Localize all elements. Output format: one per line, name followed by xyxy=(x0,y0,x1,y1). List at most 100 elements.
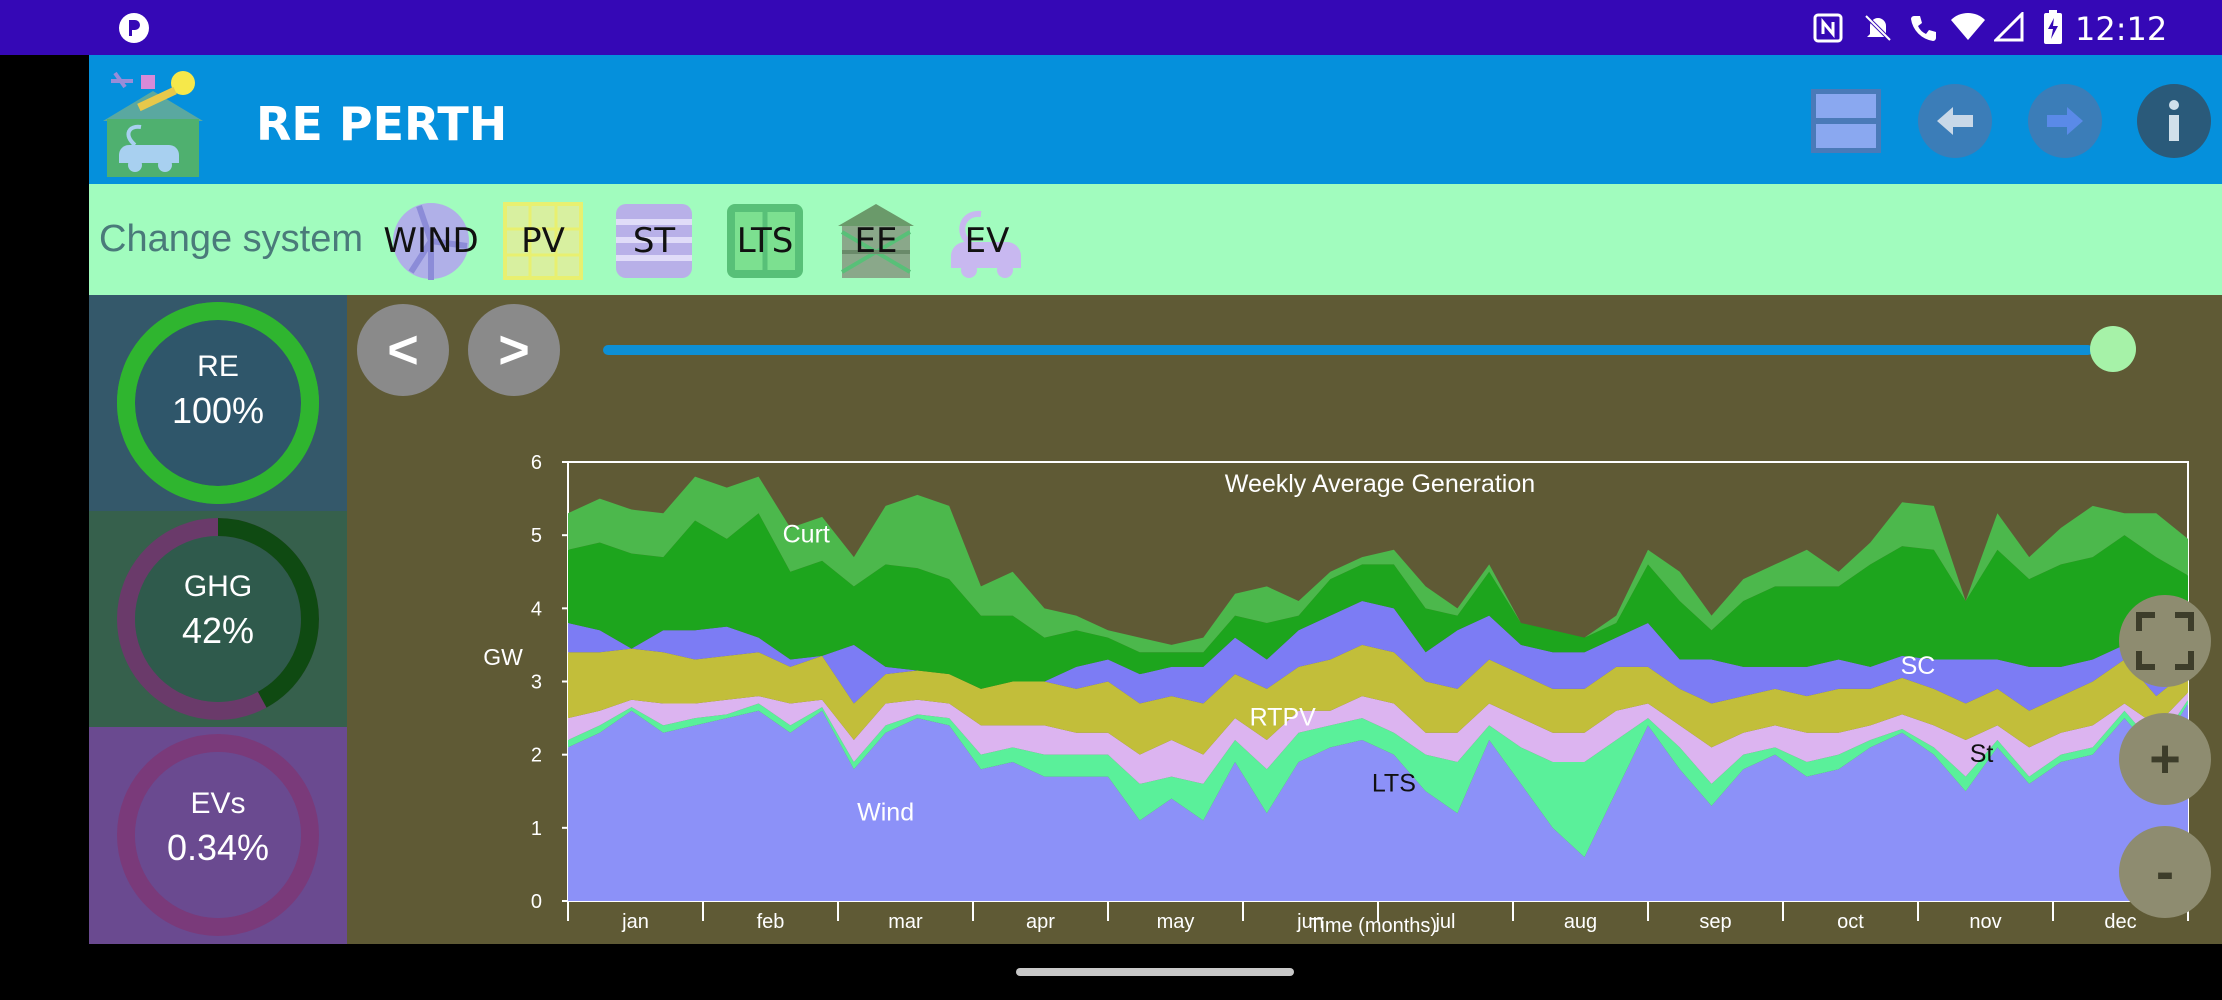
system-ee-label: EE xyxy=(854,221,898,261)
gauge-center xyxy=(135,320,301,486)
system-pv-label: PV xyxy=(521,221,565,261)
next-week-button[interactable]: > xyxy=(468,304,560,396)
battery-icon xyxy=(2044,10,2062,44)
y-tick-label: 0 xyxy=(531,891,542,913)
re-gauge-panel: RE 100% xyxy=(89,295,347,511)
system-lts-button[interactable]: LTS xyxy=(723,202,807,280)
x-tick-label: may xyxy=(1157,911,1195,933)
system-bar: Change system WIND PV ST xyxy=(89,184,2222,295)
mute-icon xyxy=(1864,14,1892,42)
time-slider-thumb[interactable] xyxy=(2090,326,2136,372)
series-label-rtpv: RTPV xyxy=(1250,703,1317,731)
gauge-fill xyxy=(117,518,319,720)
x-tick-label: jan xyxy=(621,911,649,933)
x-tick-label: apr xyxy=(1026,911,1055,933)
system-wind-button[interactable]: WIND xyxy=(383,202,479,280)
series-area-rtpv xyxy=(568,644,2188,755)
ev-gauge-label: EVs xyxy=(190,787,246,820)
x-tick-label: dec xyxy=(2104,911,2136,933)
gauge-center xyxy=(135,752,301,918)
series-label-sc: SC xyxy=(1901,652,1936,680)
electric-vehicle-icon xyxy=(951,210,1021,278)
ghg-gauge-panel: GHG 42% xyxy=(89,511,347,727)
system-ev-button[interactable]: EV xyxy=(945,202,1029,280)
system-wind-label: WIND xyxy=(383,221,479,261)
gauge-center xyxy=(135,536,301,702)
app-bar: RE PERTH xyxy=(89,55,2222,184)
chart-panel: < > 0 1 2 3 4 5 6 jan feb mar apr may jun jul aug sep oc… xyxy=(347,295,2222,944)
nfc-icon xyxy=(1813,13,1843,43)
series-area-ltsc xyxy=(568,513,2188,689)
x-tick-label: mar xyxy=(888,911,923,933)
long-term-storage-icon xyxy=(727,204,803,278)
info-button[interactable] xyxy=(2136,83,2212,159)
forward-button[interactable] xyxy=(2027,83,2103,159)
x-tick-label: jun xyxy=(1296,911,1324,933)
status-bar: 12:12 xyxy=(0,0,2222,55)
change-system-label: Change system xyxy=(99,218,364,260)
x-tick-label: aug xyxy=(1564,911,1597,933)
system-pv-button[interactable]: PV xyxy=(501,202,585,280)
signal-icon xyxy=(1994,12,2024,42)
app-notification-icon xyxy=(119,13,149,43)
y-tick-label: 3 xyxy=(531,672,542,694)
series-area-lts xyxy=(568,699,2188,858)
generation-chart: 0 1 2 3 4 5 6 jan feb mar apr may jun jul aug sep oct nov… xyxy=(483,452,2189,937)
app-logo-icon xyxy=(103,71,203,177)
system-st-label: ST xyxy=(632,221,676,261)
system-ev-label: EV xyxy=(964,221,1010,261)
y-tick-label: 5 xyxy=(531,525,542,547)
x-tick-label: feb xyxy=(757,911,785,933)
y-tick-label: 6 xyxy=(531,452,542,474)
system-ee-button[interactable]: EE xyxy=(834,202,918,280)
re-gauge-ring xyxy=(117,302,319,504)
wifi-call-icon xyxy=(1911,16,1936,41)
ev-gauge-panel: EVs 0.34% xyxy=(89,727,347,944)
fullscreen-button[interactable] xyxy=(2119,595,2211,687)
zoom-in-button[interactable]: + xyxy=(2119,713,2211,805)
series-area-st xyxy=(568,692,2188,784)
y-axis-label: GW xyxy=(483,644,523,670)
layout-toggle-icon xyxy=(1811,89,1881,153)
x-axis-label: Time (months) xyxy=(1309,915,1437,937)
series-label-curt: Curt xyxy=(783,520,830,548)
gesture-bar[interactable] xyxy=(1016,968,1294,976)
series-label-lts: LTS xyxy=(1372,769,1416,797)
previous-week-button[interactable]: < xyxy=(357,304,449,396)
ev-gauge-value: 0.34% xyxy=(166,827,270,868)
x-tick-label: sep xyxy=(1699,911,1731,933)
energy-efficiency-icon xyxy=(838,204,914,278)
clock: 12:12 xyxy=(2075,10,2168,48)
app-window: RE PERTH xyxy=(89,55,2222,944)
layout-toggle-button[interactable] xyxy=(1807,85,1885,157)
wifi-icon xyxy=(1951,12,1985,40)
forward-arrow-icon xyxy=(2028,84,2102,158)
ghg-gauge-label: GHG xyxy=(183,570,253,603)
series-area-wind xyxy=(568,703,2188,901)
system-lts-label: LTS xyxy=(736,221,794,261)
series-label-st: St xyxy=(1970,740,1994,768)
ev-gauge-ring xyxy=(117,734,319,936)
y-tick-label: 1 xyxy=(531,818,542,840)
ghg-gauge-ring xyxy=(117,518,319,720)
storage-battery-icon xyxy=(616,204,692,278)
re-gauge-value: 100% xyxy=(171,390,265,431)
re-gauge-label: RE xyxy=(197,350,239,383)
series-area-sc xyxy=(568,601,2188,711)
series-area-curt xyxy=(568,476,2188,653)
back-button[interactable] xyxy=(1917,83,1993,159)
chart-title: Weekly Average Generation xyxy=(1225,470,1535,498)
x-tick-label: nov xyxy=(1969,911,2001,933)
wind-turbine-icon xyxy=(393,203,469,280)
x-tick-label: oct xyxy=(1837,911,1864,933)
system-st-button[interactable]: ST xyxy=(612,202,696,280)
y-tick-label: 4 xyxy=(531,598,542,620)
fullscreen-icon xyxy=(2136,612,2194,670)
y-tick-label: 2 xyxy=(531,745,542,767)
gauge-fill xyxy=(117,734,319,936)
info-icon xyxy=(2137,84,2211,158)
time-slider-track[interactable] xyxy=(603,345,2093,355)
zoom-out-button[interactable]: - xyxy=(2119,826,2211,918)
back-arrow-icon xyxy=(1918,84,1992,158)
solar-panel-icon xyxy=(503,202,583,280)
